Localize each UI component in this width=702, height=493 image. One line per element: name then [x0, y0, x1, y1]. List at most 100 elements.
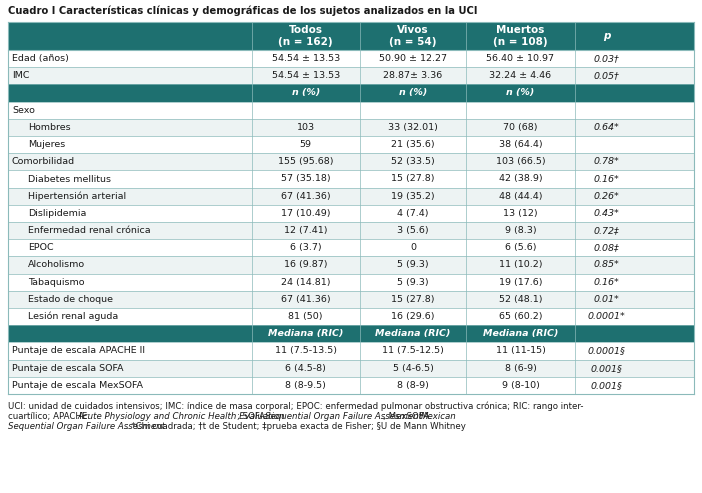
- Text: Diabetes mellitus: Diabetes mellitus: [28, 175, 111, 183]
- Text: 67 (41.36): 67 (41.36): [281, 192, 331, 201]
- Text: 0.08‡: 0.08‡: [594, 244, 620, 252]
- Bar: [8, 171, 694, 188]
- Text: 13 (12): 13 (12): [503, 209, 538, 218]
- Text: Mediana (RIC): Mediana (RIC): [483, 329, 558, 338]
- Bar: [8, 67, 694, 84]
- Text: 32.24 ± 4.46: 32.24 ± 4.46: [489, 71, 552, 80]
- Text: Acute Physiology and Chronic Health Evaluation: Acute Physiology and Chronic Health Eval…: [77, 412, 285, 421]
- Bar: [8, 153, 694, 171]
- Text: 0.64*: 0.64*: [594, 123, 620, 132]
- Text: 0.01*: 0.01*: [594, 295, 620, 304]
- Text: 11 (10.2): 11 (10.2): [498, 260, 542, 270]
- Text: 103: 103: [297, 123, 314, 132]
- Text: 0.001§: 0.001§: [591, 364, 623, 373]
- Text: 8 (8-9): 8 (8-9): [397, 381, 429, 390]
- Text: 11 (7.5-13.5): 11 (7.5-13.5): [274, 347, 337, 355]
- Text: 0.85*: 0.85*: [594, 260, 620, 270]
- Text: 12 (7.41): 12 (7.41): [284, 226, 327, 235]
- Text: 67 (41.36): 67 (41.36): [281, 295, 331, 304]
- Text: 65 (60.2): 65 (60.2): [498, 312, 542, 321]
- Text: Dislipidemia: Dislipidemia: [28, 209, 86, 218]
- Text: cuartílico; APACHE:: cuartílico; APACHE:: [8, 412, 93, 421]
- Text: Edad (años): Edad (años): [12, 54, 69, 63]
- Bar: [8, 119, 694, 136]
- Text: 6 (5.6): 6 (5.6): [505, 244, 536, 252]
- Text: 52 (33.5): 52 (33.5): [391, 157, 435, 166]
- Text: n (%): n (%): [291, 89, 320, 98]
- Text: 5 (4-6.5): 5 (4-6.5): [392, 364, 434, 373]
- Text: 0.001§: 0.001§: [591, 381, 623, 390]
- Text: Lesión renal aguda: Lesión renal aguda: [28, 312, 118, 321]
- Bar: [8, 84, 694, 102]
- Text: 11 (7.5-12.5): 11 (7.5-12.5): [382, 347, 444, 355]
- Text: EPOC: EPOC: [28, 244, 53, 252]
- Text: 24 (14.81): 24 (14.81): [281, 278, 331, 287]
- Text: Vivos
(n = 54): Vivos (n = 54): [390, 25, 437, 47]
- Bar: [8, 256, 694, 274]
- Text: Puntaje de escala APACHE II: Puntaje de escala APACHE II: [12, 347, 145, 355]
- Text: 56.40 ± 10.97: 56.40 ± 10.97: [486, 54, 555, 63]
- Bar: [8, 274, 694, 291]
- Text: 8 (8-9.5): 8 (8-9.5): [285, 381, 326, 390]
- Text: Mujeres: Mujeres: [28, 140, 65, 149]
- Text: 0.03†: 0.03†: [594, 54, 620, 63]
- Text: Enfermedad renal crónica: Enfermedad renal crónica: [28, 226, 151, 235]
- Text: 0: 0: [410, 244, 416, 252]
- Text: 155 (95.68): 155 (95.68): [278, 157, 333, 166]
- Text: Comorbilidad: Comorbilidad: [12, 157, 75, 166]
- Text: Mexican: Mexican: [421, 412, 457, 421]
- Text: 11 (11-15): 11 (11-15): [496, 347, 545, 355]
- Bar: [8, 136, 694, 153]
- Text: Estado de choque: Estado de choque: [28, 295, 113, 304]
- Text: 0.0001§: 0.0001§: [588, 347, 625, 355]
- Text: Sequential Organ Failure Assesment: Sequential Organ Failure Assesment: [265, 412, 422, 421]
- Bar: [8, 50, 694, 67]
- Text: IMC: IMC: [12, 71, 29, 80]
- Text: 54.54 ± 13.53: 54.54 ± 13.53: [272, 54, 340, 63]
- Text: 70 (68): 70 (68): [503, 123, 538, 132]
- Text: 0.78*: 0.78*: [594, 157, 620, 166]
- Bar: [8, 205, 694, 222]
- Text: 17 (10.49): 17 (10.49): [281, 209, 331, 218]
- Text: 0.16*: 0.16*: [594, 278, 620, 287]
- Text: Puntaje de escala SOFA: Puntaje de escala SOFA: [12, 364, 124, 373]
- Text: 19 (17.6): 19 (17.6): [498, 278, 542, 287]
- Text: 0.43*: 0.43*: [594, 209, 620, 218]
- Text: p: p: [603, 31, 611, 41]
- Text: 57 (35.18): 57 (35.18): [281, 175, 331, 183]
- Text: Hombres: Hombres: [28, 123, 71, 132]
- Text: 0.72‡: 0.72‡: [594, 226, 620, 235]
- Text: 16 (9.87): 16 (9.87): [284, 260, 327, 270]
- Text: 3 (5.6): 3 (5.6): [397, 226, 429, 235]
- Text: Mediana (RIC): Mediana (RIC): [268, 329, 343, 338]
- Text: 15 (27.8): 15 (27.8): [391, 295, 435, 304]
- Text: ; MexSOFA:: ; MexSOFA:: [383, 412, 434, 421]
- Text: 38 (64.4): 38 (64.4): [498, 140, 542, 149]
- Text: Puntaje de escala MexSOFA: Puntaje de escala MexSOFA: [12, 381, 143, 390]
- Bar: [8, 222, 694, 239]
- Text: . *Chi cuadrada; †t de Student; ‡prueba exacta de Fisher; §U de Mann Whitney: . *Chi cuadrada; †t de Student; ‡prueba …: [126, 422, 466, 431]
- Text: 16 (29.6): 16 (29.6): [391, 312, 435, 321]
- Text: 15 (27.8): 15 (27.8): [391, 175, 435, 183]
- Bar: [8, 22, 694, 50]
- Text: 0.16*: 0.16*: [594, 175, 620, 183]
- Text: 59: 59: [300, 140, 312, 149]
- Bar: [8, 239, 694, 256]
- Text: 50.90 ± 12.27: 50.90 ± 12.27: [379, 54, 447, 63]
- Text: 5 (9.3): 5 (9.3): [397, 278, 429, 287]
- Text: 28.87± 3.36: 28.87± 3.36: [383, 71, 443, 80]
- Text: 9 (8-10): 9 (8-10): [501, 381, 539, 390]
- Text: 42 (38.9): 42 (38.9): [498, 175, 542, 183]
- Text: n (%): n (%): [506, 89, 534, 98]
- Bar: [8, 343, 694, 359]
- Text: 5 (9.3): 5 (9.3): [397, 260, 429, 270]
- Text: n (%): n (%): [399, 89, 428, 98]
- Text: Hipertensión arterial: Hipertensión arterial: [28, 191, 126, 201]
- Text: 0.05†: 0.05†: [594, 71, 620, 80]
- Text: Cuadro I Características clínicas y demográficas de los sujetos analizados en la: Cuadro I Características clínicas y demo…: [8, 6, 477, 16]
- Text: 21 (35.6): 21 (35.6): [391, 140, 435, 149]
- Text: 8 (6-9): 8 (6-9): [505, 364, 536, 373]
- Text: UCI: unidad de cuidados intensivos; IMC: índice de masa corporal; EPOC: enfermed: UCI: unidad de cuidados intensivos; IMC:…: [8, 402, 583, 412]
- Text: 0.26*: 0.26*: [594, 192, 620, 201]
- Text: 19 (35.2): 19 (35.2): [391, 192, 435, 201]
